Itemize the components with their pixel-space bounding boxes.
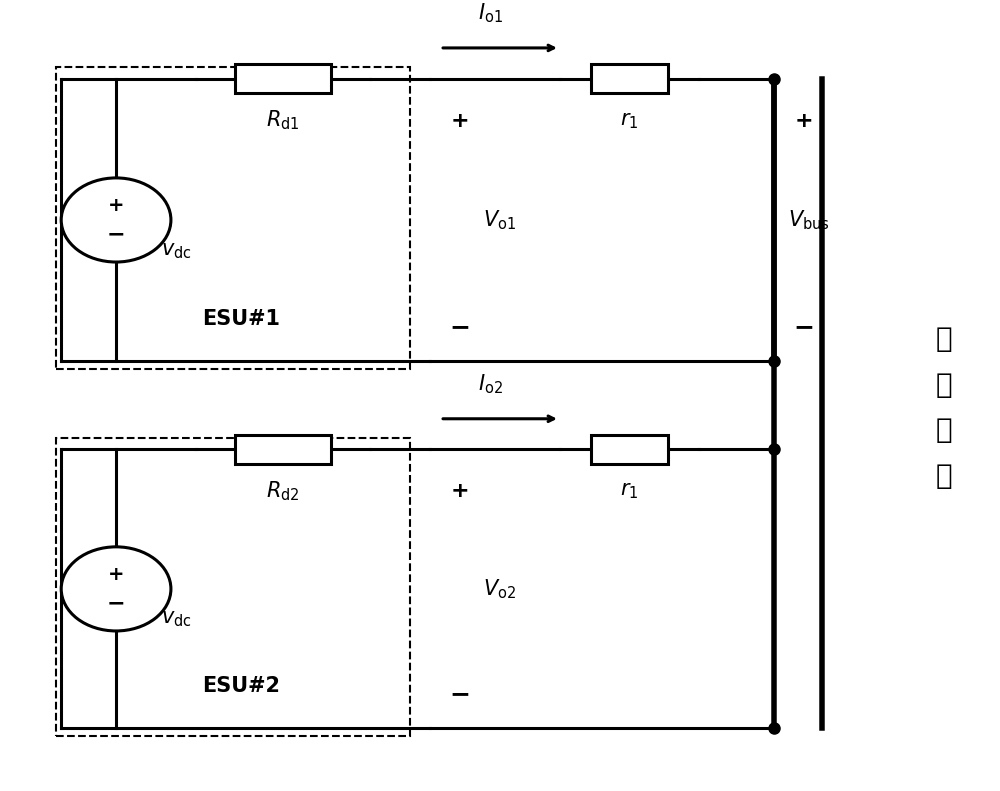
Bar	[235, 64, 331, 93]
Text: −: −	[794, 315, 815, 339]
Bar	[56, 67, 410, 369]
Bar	[591, 64, 668, 93]
Text: +: +	[451, 111, 469, 131]
Text: $I_{\mathrm{o2}}$: $I_{\mathrm{o2}}$	[478, 373, 503, 396]
Text: +: +	[795, 111, 813, 131]
Text: $r_{\mathrm{1}}$: $r_{\mathrm{1}}$	[620, 111, 639, 131]
Text: −: −	[107, 225, 125, 244]
Text: 直
流
母
线: 直 流 母 线	[935, 325, 952, 490]
Text: $v_{\mathrm{dc}}$: $v_{\mathrm{dc}}$	[161, 610, 192, 630]
Text: $V_{\mathrm{bus}}$: $V_{\mathrm{bus}}$	[788, 208, 830, 232]
Text: ESU#1: ESU#1	[202, 309, 280, 329]
Text: +: +	[451, 482, 469, 501]
Bar	[235, 435, 331, 464]
Bar	[56, 438, 410, 736]
Text: −: −	[450, 682, 471, 706]
Circle shape	[61, 178, 171, 262]
Circle shape	[61, 547, 171, 631]
Text: −: −	[450, 315, 471, 339]
Bar	[591, 435, 668, 464]
Text: $R_{\mathrm{d1}}$: $R_{\mathrm{d1}}$	[266, 109, 299, 132]
Text: $v_{\mathrm{dc}}$: $v_{\mathrm{dc}}$	[161, 240, 192, 260]
Text: $I_{\mathrm{o1}}$: $I_{\mathrm{o1}}$	[478, 2, 503, 25]
Text: $R_{\mathrm{d2}}$: $R_{\mathrm{d2}}$	[266, 479, 299, 503]
Text: +: +	[108, 565, 124, 584]
Text: ESU#2: ESU#2	[202, 676, 280, 696]
Text: $V_{\mathrm{o2}}$: $V_{\mathrm{o2}}$	[483, 577, 517, 600]
Text: $V_{\mathrm{o1}}$: $V_{\mathrm{o1}}$	[483, 208, 517, 232]
Text: $r_{\mathrm{1}}$: $r_{\mathrm{1}}$	[620, 482, 639, 501]
Text: −: −	[107, 593, 125, 614]
Text: +: +	[108, 195, 124, 214]
